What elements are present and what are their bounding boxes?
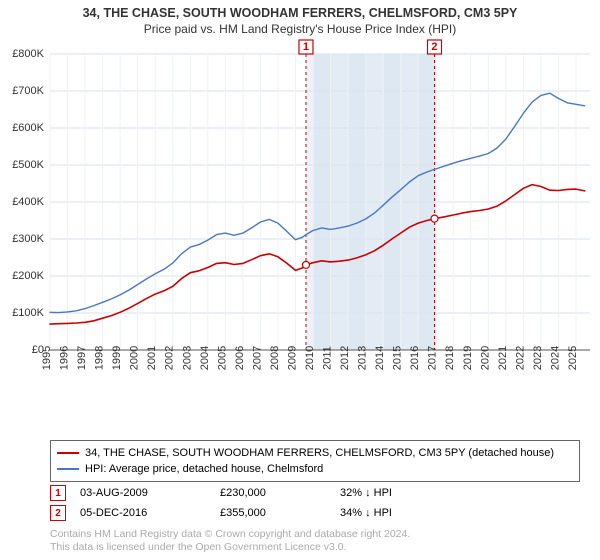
chart-plot-area: £0£100K£200K£300K£400K£500K£600K£700K£80… [50, 46, 590, 396]
legend-label: HPI: Average price, detached house, Chel… [85, 463, 323, 475]
svg-text:2000: 2000 [129, 346, 141, 370]
svg-text:2001: 2001 [146, 346, 158, 370]
svg-text:2022: 2022 [514, 346, 526, 370]
svg-text:1998: 1998 [94, 346, 106, 370]
svg-text:2002: 2002 [164, 346, 176, 370]
svg-text:2021: 2021 [497, 346, 509, 370]
svg-text:2: 2 [431, 41, 437, 53]
legend-label: 34, THE CHASE, SOUTH WOODHAM FERRERS, CH… [85, 447, 554, 459]
sale-price: £355,000 [220, 507, 340, 519]
svg-text:£300K: £300K [12, 233, 44, 245]
legend-swatch [57, 468, 79, 470]
sale-delta: 32% ↓ HPI [340, 487, 580, 499]
svg-text:1995: 1995 [41, 346, 53, 370]
svg-text:£400K: £400K [12, 196, 44, 208]
sale-price: £230,000 [220, 487, 340, 499]
svg-text:2025: 2025 [567, 346, 579, 370]
sale-row: 1 03-AUG-2009£230,00032% ↓ HPI [50, 484, 580, 502]
svg-text:2019: 2019 [462, 346, 474, 370]
chart-svg: £0£100K£200K£300K£400K£500K£600K£700K£80… [50, 46, 590, 396]
svg-text:2003: 2003 [181, 346, 193, 370]
chart-subtitle: Price paid vs. HM Land Registry's House … [0, 22, 600, 36]
svg-text:2010: 2010 [304, 346, 316, 370]
svg-text:£200K: £200K [12, 270, 44, 282]
chart-header: 34, THE CHASE, SOUTH WOODHAM FERRERS, CH… [0, 0, 600, 36]
svg-text:£600K: £600K [12, 122, 44, 134]
footer-attribution: Contains HM Land Registry data © Crown c… [50, 528, 410, 554]
svg-text:£100K: £100K [12, 307, 44, 319]
svg-text:2014: 2014 [374, 346, 386, 370]
sale-marker: 1 [50, 485, 66, 501]
svg-text:2008: 2008 [269, 346, 281, 370]
footer-line-1: Contains HM Land Registry data © Crown c… [50, 528, 410, 541]
svg-text:2017: 2017 [427, 346, 439, 370]
svg-text:2015: 2015 [392, 346, 404, 370]
legend-swatch [57, 452, 79, 454]
svg-text:1996: 1996 [59, 346, 71, 370]
svg-text:£700K: £700K [12, 85, 44, 97]
sale-date: 05-DEC-2016 [80, 507, 220, 519]
sale-date: 03-AUG-2009 [80, 487, 220, 499]
svg-text:£500K: £500K [12, 159, 44, 171]
svg-text:2013: 2013 [357, 346, 369, 370]
svg-text:2018: 2018 [444, 346, 456, 370]
footer-line-2: This data is licensed under the Open Gov… [50, 541, 410, 554]
legend-row: HPI: Average price, detached house, Chel… [57, 461, 573, 477]
sale-delta: 34% ↓ HPI [340, 507, 580, 519]
svg-text:2011: 2011 [322, 346, 334, 370]
svg-text:2007: 2007 [251, 346, 263, 370]
svg-text:2024: 2024 [549, 346, 561, 370]
svg-text:2012: 2012 [339, 346, 351, 370]
chart-title: 34, THE CHASE, SOUTH WOODHAM FERRERS, CH… [0, 6, 600, 20]
sale-marker: 2 [50, 505, 66, 521]
svg-text:2004: 2004 [199, 346, 211, 370]
sale-row: 2 05-DEC-2016£355,00034% ↓ HPI [50, 504, 580, 522]
sales-table: 1 03-AUG-2009£230,00032% ↓ HPI 2 05-DEC-201… [50, 484, 580, 524]
svg-text:2005: 2005 [216, 346, 228, 370]
svg-text:1997: 1997 [76, 346, 88, 370]
svg-text:2009: 2009 [286, 346, 298, 370]
svg-text:2016: 2016 [409, 346, 421, 370]
svg-text:1999: 1999 [111, 346, 123, 370]
svg-text:2020: 2020 [479, 346, 491, 370]
legend-box: 34, THE CHASE, SOUTH WOODHAM FERRERS, CH… [50, 440, 580, 482]
svg-text:2006: 2006 [234, 346, 246, 370]
svg-text:2023: 2023 [532, 346, 544, 370]
svg-text:1: 1 [303, 41, 309, 53]
legend-row: 34, THE CHASE, SOUTH WOODHAM FERRERS, CH… [57, 445, 573, 461]
svg-text:£800K: £800K [12, 48, 44, 60]
